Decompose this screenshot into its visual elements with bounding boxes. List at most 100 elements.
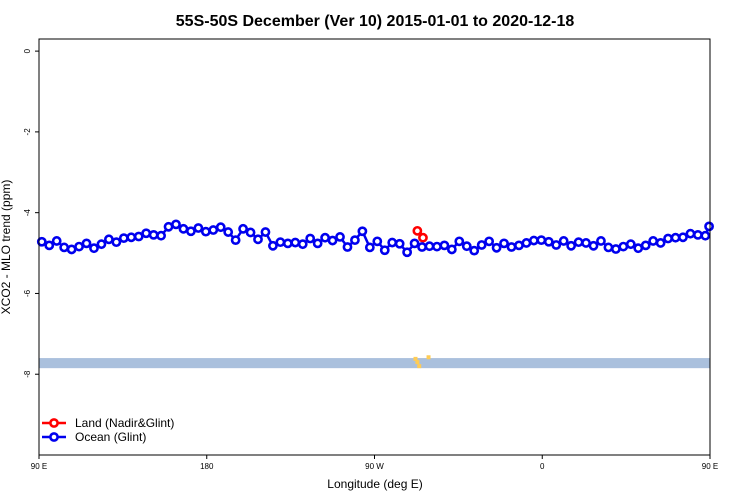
- data-point: [253, 234, 263, 245]
- series-ocean: [36, 219, 714, 258]
- data-point: [663, 233, 673, 244]
- data-point: [412, 225, 423, 236]
- x-tick-label: 180: [200, 462, 214, 471]
- data-point: [685, 228, 696, 239]
- data-point: [618, 241, 629, 252]
- data-point: [133, 231, 144, 242]
- land-band: [39, 358, 710, 369]
- data-point: [484, 236, 495, 247]
- x-tick-label: 90 E: [31, 462, 47, 471]
- legend-label: Land (Nadir&Glint): [75, 416, 174, 430]
- data-point: [446, 244, 457, 255]
- data-point: [476, 240, 487, 250]
- data-point: [432, 241, 442, 252]
- x-tick-label: 0: [540, 462, 545, 471]
- data-point: [193, 223, 204, 233]
- data-point: [66, 244, 77, 255]
- data-point: [692, 229, 703, 240]
- data-point: [178, 223, 189, 234]
- data-point: [96, 239, 107, 250]
- legend-label: Ocean (Glint): [75, 430, 146, 444]
- data-point: [81, 238, 92, 249]
- x-axis-label: Longitude (deg E): [327, 477, 422, 491]
- data-point: [588, 240, 599, 251]
- data-point: [230, 235, 241, 246]
- land-mark: [417, 364, 422, 369]
- data-point: [469, 245, 480, 256]
- data-point: [268, 240, 278, 251]
- data-point: [655, 238, 666, 248]
- data-point: [536, 235, 547, 246]
- data-point: [59, 242, 70, 253]
- data-point: [290, 237, 301, 248]
- data-point: [543, 236, 554, 247]
- data-point: [506, 242, 517, 252]
- data-point: [238, 223, 248, 234]
- data-point: [156, 230, 166, 241]
- y-tick-label: -2: [23, 128, 32, 136]
- data-point: [111, 237, 122, 248]
- data-point: [103, 234, 114, 245]
- data-point: [163, 221, 174, 232]
- data-point: [171, 219, 181, 230]
- data-point: [558, 236, 569, 246]
- data-point: [186, 226, 196, 237]
- data-point: [89, 243, 99, 254]
- data-point: [118, 233, 129, 244]
- data-point: [342, 242, 353, 252]
- data-point: [610, 244, 621, 254]
- data-point: [51, 236, 62, 246]
- legend-marker: [49, 432, 59, 442]
- data-point: [208, 225, 219, 235]
- y-tick-label: -8: [23, 370, 32, 378]
- data-point: [387, 237, 398, 248]
- series-layer: [36, 219, 714, 258]
- legend-marker: [49, 418, 59, 428]
- land-mark: [415, 360, 420, 365]
- data-point: [74, 241, 84, 252]
- legend-entry: Land (Nadir&Glint): [42, 416, 174, 430]
- data-point: [499, 238, 509, 249]
- data-point: [491, 242, 502, 253]
- land-mark: [413, 356, 418, 361]
- data-point: [327, 235, 338, 246]
- data-point: [350, 235, 360, 246]
- data-point: [260, 227, 271, 237]
- data-point: [566, 240, 577, 251]
- data-point: [409, 238, 420, 249]
- data-point: [648, 236, 659, 246]
- data-point: [603, 242, 614, 253]
- data-point: [461, 241, 472, 252]
- y-tick-label: 0: [23, 48, 32, 53]
- data-point: [418, 232, 428, 243]
- data-point: [297, 239, 308, 250]
- data-point: [312, 238, 323, 249]
- y-tick-label: -4: [23, 209, 32, 217]
- data-point: [357, 226, 368, 237]
- x-tick-label: 90 E: [702, 462, 718, 471]
- data-point: [528, 235, 539, 246]
- data-point: [379, 245, 390, 256]
- data-point: [678, 232, 688, 243]
- y-axis-label: XCO2 - MLO trend (ppm): [0, 180, 13, 315]
- data-point: [670, 232, 681, 243]
- data-point: [305, 233, 316, 244]
- data-point: [36, 236, 47, 247]
- data-point: [573, 237, 584, 248]
- data-point: [200, 226, 211, 237]
- legend-entry: Ocean (Glint): [42, 430, 146, 444]
- x-tick-label: 90 W: [365, 462, 384, 471]
- data-point: [514, 240, 524, 251]
- data-point: [454, 236, 465, 247]
- data-point: [126, 232, 137, 243]
- data-point: [320, 232, 331, 243]
- data-point: [417, 242, 427, 252]
- data-point: [596, 236, 606, 246]
- data-point: [148, 229, 159, 240]
- data-point: [335, 232, 345, 242]
- land-band-layer: [39, 355, 710, 369]
- data-point: [223, 227, 234, 237]
- data-point: [633, 243, 644, 254]
- data-point: [275, 237, 286, 248]
